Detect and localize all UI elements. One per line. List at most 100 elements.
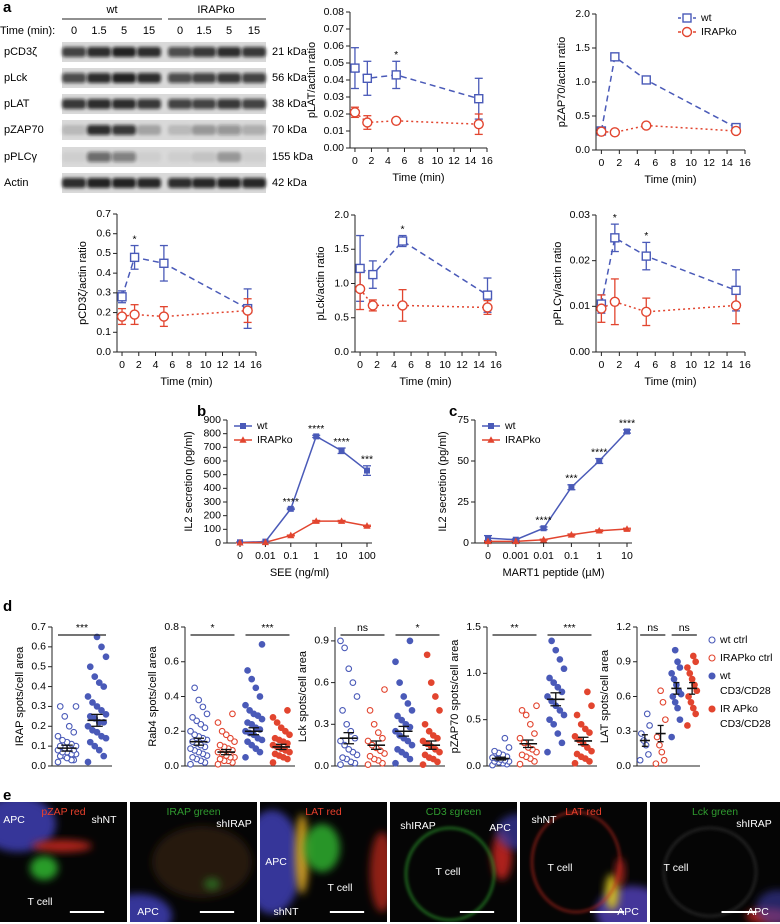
marker	[681, 26, 693, 38]
dot	[244, 738, 251, 746]
blot-band	[192, 178, 216, 188]
dot	[637, 730, 645, 737]
dot	[394, 745, 401, 753]
dot	[269, 713, 277, 721]
lane-label: 0	[71, 25, 77, 37]
x-axis-label: Time (min)	[399, 376, 451, 388]
dot	[404, 700, 412, 707]
panel-label: a	[3, 0, 12, 16]
cell-outline	[531, 811, 621, 913]
sem-bar	[343, 731, 355, 745]
dot	[256, 693, 264, 700]
marker	[641, 75, 651, 85]
blot-band	[217, 152, 241, 162]
y-tick-label: 1.0	[466, 667, 481, 679]
blot-band	[192, 125, 216, 135]
marker	[239, 436, 247, 443]
x-tick-label: 2	[374, 359, 380, 371]
x-axis-label: Time (min)	[644, 174, 696, 186]
legend-label: CD3/CD28	[720, 685, 771, 697]
image-label: APC	[265, 856, 287, 868]
marker	[596, 303, 607, 314]
dot	[645, 751, 652, 758]
dot	[668, 669, 676, 677]
dot	[214, 719, 222, 726]
dot	[98, 707, 105, 714]
blot-strip	[62, 120, 266, 140]
x-tick-label: 4	[634, 157, 640, 169]
dot	[250, 710, 258, 718]
marker	[129, 252, 140, 263]
significance: ***	[565, 473, 577, 485]
blot-size-label: 38 kDa	[272, 98, 308, 110]
marker	[338, 517, 346, 524]
blot-row-label: pLck	[4, 72, 28, 84]
dot	[546, 674, 553, 682]
dot	[277, 724, 285, 732]
sem-bar	[398, 725, 410, 737]
x-tick-label: 14	[721, 157, 733, 169]
y-tick-label: 0.2	[164, 725, 179, 737]
dot	[406, 637, 414, 645]
dot	[674, 704, 681, 712]
lane-label: 1.5	[91, 25, 106, 37]
significance: *	[394, 49, 398, 61]
significance: ***	[361, 454, 373, 466]
dot	[419, 737, 427, 745]
dot	[686, 669, 694, 677]
significance: *	[613, 212, 617, 224]
marker	[610, 52, 620, 62]
dot	[341, 644, 348, 652]
y-tick-label: 0.06	[324, 40, 345, 52]
dot	[550, 679, 558, 686]
blot-band	[137, 178, 161, 188]
blot-size-label: 155 kDa	[272, 151, 314, 163]
significance: ****	[283, 496, 299, 508]
dot	[671, 646, 679, 654]
blot-band	[217, 47, 241, 57]
dot	[201, 724, 209, 732]
fluorescence	[304, 824, 340, 872]
y-tick-label: 0.9	[616, 656, 631, 668]
blot-band	[168, 47, 192, 57]
y-axis-label: pPLCγ/actin ratio	[552, 242, 564, 326]
x-tick-label: 6	[408, 359, 414, 371]
dot	[689, 652, 697, 660]
dot	[646, 722, 653, 729]
dot	[432, 693, 439, 700]
y-tick-label: 0.00	[570, 346, 591, 358]
dot	[577, 720, 585, 728]
dot	[100, 752, 108, 760]
dot	[491, 747, 498, 755]
dot	[392, 658, 399, 666]
blot-band	[217, 99, 241, 109]
y-tick-label: 0.6	[164, 656, 179, 668]
blot-band	[217, 125, 241, 135]
y-tick-label: 700	[203, 441, 221, 453]
y-tick-label: 2.0	[575, 8, 590, 20]
blot-band	[242, 125, 266, 135]
dot	[343, 720, 351, 728]
significance: **	[510, 622, 518, 634]
marker	[473, 118, 484, 130]
y-tick-label: 1.0	[334, 277, 349, 289]
marker	[487, 436, 495, 443]
dot	[189, 753, 196, 761]
marker	[116, 311, 128, 322]
marker	[364, 467, 370, 474]
x-tick-label: 100	[358, 550, 376, 562]
blot-band	[168, 152, 192, 162]
y-tick-label: 0.1	[31, 740, 46, 752]
x-tick-label: 6	[652, 157, 658, 169]
y-tick-label: 0.01	[570, 300, 591, 312]
x-tick-label: 14	[233, 359, 245, 371]
micrograph: LAT red shNT T cell APC	[520, 802, 647, 922]
blot-band	[137, 152, 161, 162]
y-tick-label: 0.9	[314, 635, 329, 647]
marker	[484, 537, 492, 545]
x-tick-label: 10	[432, 155, 444, 167]
dot	[636, 756, 644, 764]
dot	[197, 720, 205, 728]
dot	[526, 720, 534, 728]
y-tick-label: 0.7	[31, 621, 46, 633]
